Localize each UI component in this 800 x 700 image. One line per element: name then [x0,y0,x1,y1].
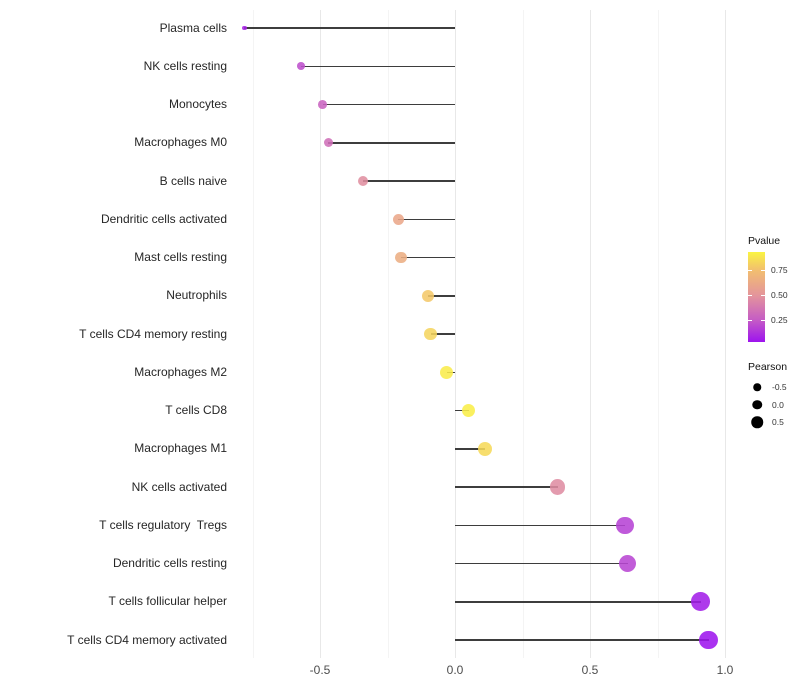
lollipop-stick [455,562,628,565]
lollipop-dot [424,327,437,341]
pvalue-colorbar [748,252,765,342]
lollipop-stick [430,333,455,335]
lollipop-stick [455,448,485,450]
lollipop-dot [461,403,476,418]
lollipop-stick [455,524,626,526]
pearson-legend-title: Pearson [748,361,788,373]
row-label: T cells follicular helper [108,594,228,609]
row-label: Plasma cells [159,20,227,35]
lollipop-stick [428,295,455,297]
x-tick-label: 1.0 [716,663,734,677]
row-label: Dendritic cells activated [100,211,227,226]
x-tick-label: -0.5 [309,663,331,677]
lollipop-stick [322,103,455,106]
lollipop-dot [616,516,634,534]
pvalue-tick-label: 0.75 [771,265,788,275]
lollipop-stick [455,639,709,641]
row-label: Macrophages M0 [134,135,227,150]
pvalue-tick-mark [761,270,765,271]
pearson-legend-label: -0.5 [772,382,787,392]
lollipop-dot [549,479,566,495]
x-tick-label: 0.5 [581,663,599,677]
pvalue-tick-label: 0.50 [771,290,788,300]
pvalue-tick-label: 0.25 [771,315,788,325]
lollipop-dot [691,592,711,612]
lollipop-dot [392,213,405,225]
lollipop-dot [699,630,719,650]
pvalue-tick-mark [748,295,752,296]
major-gridline [590,10,591,658]
pearson-legend-label: 0.5 [772,417,784,427]
pearson-legend-label: 0.0 [772,399,784,410]
x-tick-label: 0.0 [446,663,464,677]
lollipop-dot [358,175,369,187]
lollipop-dot [395,251,407,264]
row-label: T cells CD4 memory activated [67,632,227,647]
pearson-legend-dot [752,399,762,410]
row-label: Macrophages M1 [134,441,227,456]
row-label: T cells CD8 [165,403,227,417]
pvalue-tick-mark [748,320,752,321]
lollipop-dot [421,289,435,302]
pearson-legend-dot [751,416,763,428]
minor-gridline [387,10,389,658]
row-label: T cells regulatory Tregs [99,517,227,532]
row-label: Dendritic cells resting [112,556,227,570]
pvalue-legend-title: Pvalue [748,235,781,247]
minor-gridline [252,10,254,658]
pvalue-tick-mark [761,295,765,296]
lollipop-stick [363,180,455,182]
major-gridline [725,10,726,658]
pvalue-tick-mark [748,270,752,271]
minor-gridline [657,10,659,658]
row-label: NK cells activated [131,479,227,494]
lollipop-stick [301,65,455,67]
pearson-legend-dot [753,383,761,391]
minor-gridline [522,10,524,658]
lollipop-dot [477,441,492,456]
lollipop-dot [242,25,247,31]
lollipop-stick [328,142,455,144]
lollipop-stick [244,27,455,29]
row-label: Macrophages M2 [134,364,227,379]
row-label: T cells CD4 memory resting [79,326,227,341]
lollipop-dot [297,62,305,71]
lollipop-stick [455,601,701,603]
lollipop-stick [455,486,558,488]
lollipop-stick [401,256,455,259]
pvalue-tick-mark [761,320,765,321]
lollipop-dot [318,100,328,109]
row-label: Mast cells resting [134,250,227,264]
row-label: NK cells resting [143,58,227,73]
lollipop-dot [323,138,333,148]
row-label: B cells naive [159,173,227,188]
lollipop-stick [398,218,455,220]
major-gridline [455,10,456,658]
major-gridline [320,10,321,658]
lollipop-dot [440,365,454,379]
row-label: Monocytes [168,97,227,111]
lollipop-dot [619,554,637,573]
row-label: Neutrophils [166,288,227,303]
